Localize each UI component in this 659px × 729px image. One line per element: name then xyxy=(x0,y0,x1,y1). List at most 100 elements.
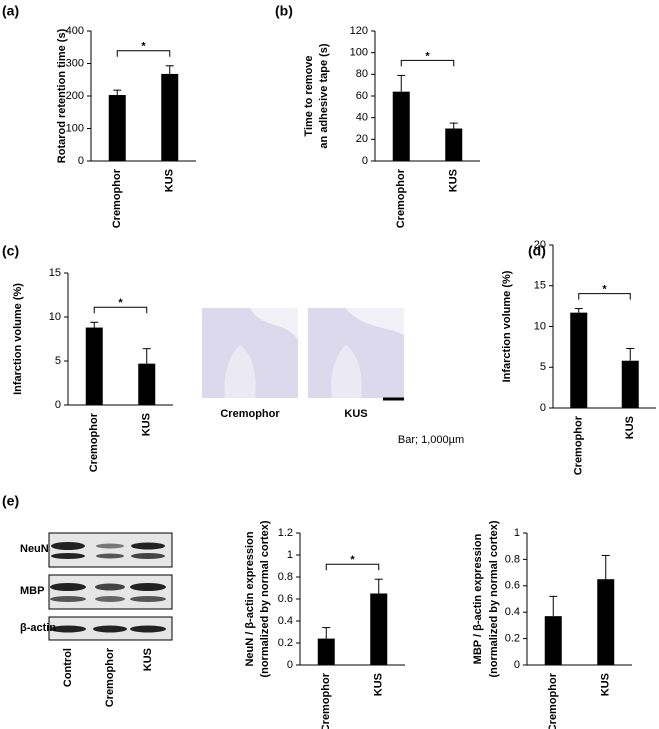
panel-label: (d) xyxy=(528,243,546,259)
significance-label: * xyxy=(425,50,430,62)
band xyxy=(50,596,86,602)
y-tick-label: 0.6 xyxy=(278,593,293,605)
y-axis-label: Infarction volume (%) xyxy=(501,270,513,382)
y-tick-label: 0.6 xyxy=(505,580,520,592)
y-axis-label: (normalized by normal cortex) xyxy=(488,520,500,677)
significance-label: * xyxy=(350,554,355,566)
x-tick-label: Cremophor xyxy=(573,415,585,475)
significance-bracket xyxy=(116,50,171,57)
scale-note: Bar; 1,000µm xyxy=(398,434,464,446)
x-tick-label: Cremophor xyxy=(395,168,407,228)
micrograph-detail xyxy=(224,345,256,398)
bar xyxy=(445,128,463,161)
blot-box xyxy=(48,574,173,610)
bar xyxy=(392,91,410,161)
significance-bracket xyxy=(325,563,380,571)
y-tick-label: 20 xyxy=(356,133,368,145)
y-tick-label: 10 xyxy=(534,320,546,332)
y-tick-label: 0 xyxy=(55,399,61,411)
significance-bracket xyxy=(578,293,631,300)
blot-lane-label: Cremophor xyxy=(104,647,116,707)
y-tick-label: 1.2 xyxy=(278,527,293,539)
x-tick-label: Cremophor xyxy=(111,168,123,228)
y-tick-label: 20 xyxy=(534,239,546,251)
x-tick-label: Cremophor xyxy=(88,412,100,472)
blot-row-label: β-actin xyxy=(20,622,56,634)
micrograph-images xyxy=(202,308,404,401)
panel-label: (b) xyxy=(275,3,293,19)
band xyxy=(131,553,165,559)
y-tick-label: 15 xyxy=(534,280,546,292)
y-tick-label: 300 xyxy=(66,57,84,69)
micrograph-label: Cremophor xyxy=(220,408,280,420)
y-tick-label: 0 xyxy=(514,659,520,671)
bar xyxy=(544,616,562,665)
y-tick-label: 1 xyxy=(287,549,293,561)
y-tick-label: 0 xyxy=(287,659,293,671)
y-axis-label: an adhesive tape (s) xyxy=(318,43,330,148)
panel-label: (c) xyxy=(2,243,19,259)
y-axis-label: (normalized by normal cortex) xyxy=(259,520,271,677)
y-tick-label: 200 xyxy=(66,90,84,102)
y-tick-label: 0 xyxy=(540,402,546,414)
y-tick-label: 80 xyxy=(356,68,368,80)
micrograph-detail xyxy=(331,345,362,398)
y-tick-label: 0.8 xyxy=(505,553,520,565)
bar xyxy=(597,579,615,665)
x-tick-label: Cremophor xyxy=(547,672,559,729)
y-tick-label: 5 xyxy=(540,361,546,373)
significance-label: * xyxy=(141,41,146,53)
blot-box xyxy=(48,532,173,568)
band xyxy=(50,625,86,633)
band xyxy=(130,625,166,633)
x-tick-label: KUS xyxy=(141,413,153,436)
band xyxy=(50,583,86,591)
x-tick-label: KUS xyxy=(624,416,636,439)
band xyxy=(96,543,124,549)
bar xyxy=(85,327,103,405)
x-tick-label: KUS xyxy=(164,169,176,192)
western-blot xyxy=(48,532,173,641)
y-tick-label: 400 xyxy=(66,25,84,37)
y-tick-label: 0.2 xyxy=(278,637,293,649)
blot-row-label: MBP xyxy=(20,585,44,597)
bar xyxy=(317,638,335,665)
band xyxy=(130,596,166,602)
y-tick-label: 0 xyxy=(78,155,84,167)
y-tick-label: 0.2 xyxy=(505,633,520,645)
bar xyxy=(370,593,388,665)
y-tick-label: 100 xyxy=(66,122,84,134)
band xyxy=(95,596,125,602)
x-tick-label: KUS xyxy=(448,169,460,192)
blot-lane-label: Control xyxy=(62,648,74,687)
band xyxy=(51,553,85,559)
y-axis-label: MBP / β-actin expression xyxy=(472,533,484,664)
y-axis-label: Time to remove xyxy=(303,55,315,136)
band xyxy=(93,625,127,633)
y-tick-label: 5 xyxy=(55,355,61,367)
bar xyxy=(621,360,639,408)
x-tick-label: KUS xyxy=(373,673,385,696)
y-tick-label: 0 xyxy=(362,155,368,167)
y-tick-label: 15 xyxy=(49,267,61,279)
y-axis-label: Infarction volume (%) xyxy=(12,283,24,395)
y-axis-label: Rotarod retention time (s) xyxy=(56,28,68,163)
micrograph-detail xyxy=(345,308,404,335)
significance-label: * xyxy=(118,297,123,309)
micrograph-detail xyxy=(202,308,298,340)
y-tick-label: 0.4 xyxy=(278,615,293,627)
significance-bracket xyxy=(93,306,148,314)
y-tick-label: 0.4 xyxy=(505,606,520,618)
bar xyxy=(570,312,588,408)
y-tick-label: 120 xyxy=(350,25,368,37)
blot-bands xyxy=(50,542,166,633)
blot-lane-label: KUS xyxy=(142,648,154,671)
y-tick-label: 100 xyxy=(350,47,368,59)
bar xyxy=(161,73,179,161)
panel-label: (e) xyxy=(2,493,19,509)
micrograph-label: KUS xyxy=(344,408,367,420)
blot-row-label: NeuN xyxy=(20,543,49,555)
band xyxy=(51,542,85,550)
bar xyxy=(138,363,156,405)
